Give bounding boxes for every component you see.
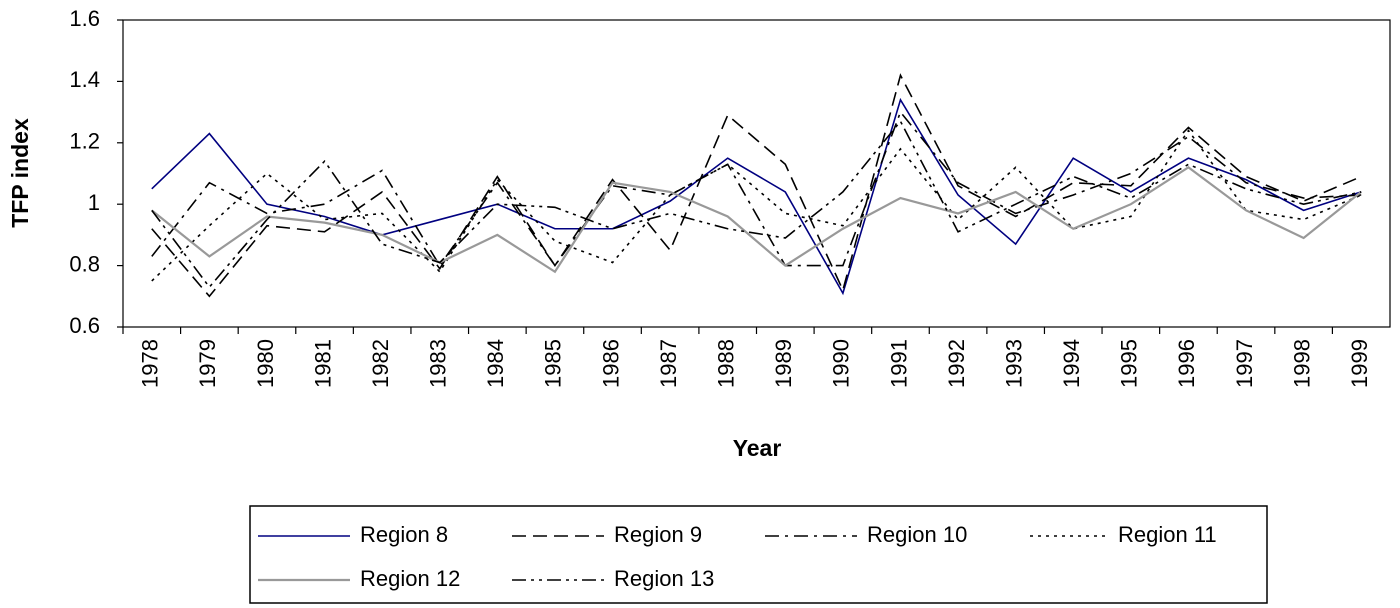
x-tick-label: 1978 [138, 339, 163, 388]
x-tick-label: 1995 [1117, 339, 1142, 388]
x-tick-label: 1985 [541, 339, 566, 388]
x-tick-label: 1984 [483, 339, 508, 388]
y-axis-title: TFP index [7, 118, 33, 228]
x-tick-label: 1988 [714, 339, 739, 388]
x-tick-label: 1997 [1232, 339, 1257, 388]
x-tick-label: 1999 [1347, 339, 1372, 388]
series-line [151, 119, 1362, 289]
series-line [151, 97, 1362, 296]
x-axis-title: Year [733, 435, 782, 461]
y-tick-label: 1.4 [69, 67, 100, 92]
x-tick-label: 1998 [1289, 339, 1314, 388]
legend-label: Region 11 [1118, 522, 1217, 547]
legend [249, 505, 1268, 604]
y-tick-label: 0.6 [69, 313, 100, 338]
legend-label: Region 12 [360, 566, 460, 591]
legend-label: Region 13 [614, 566, 714, 591]
x-tick-label: 1987 [656, 339, 681, 388]
x-tick-label: 1980 [253, 339, 278, 388]
x-tick-label: 1986 [598, 339, 623, 388]
x-tick-label: 1989 [771, 339, 796, 388]
legend-label: Region 10 [867, 522, 967, 547]
x-tick-label: 1982 [368, 339, 393, 388]
legend-label: Region 9 [614, 522, 702, 547]
y-tick-label: 0.8 [69, 251, 100, 276]
x-tick-label: 1994 [1059, 339, 1084, 388]
x-tick-label: 1981 [310, 339, 335, 388]
series-line [151, 110, 1362, 268]
x-tick-label: 1983 [426, 339, 451, 388]
x-tick-label: 1992 [944, 339, 969, 388]
series-line [151, 129, 1362, 282]
x-tick-label: 1979 [195, 339, 220, 388]
legend-label: Region 8 [360, 522, 448, 547]
y-tick-label: 1.6 [69, 6, 100, 31]
x-tick-label: 1993 [1001, 339, 1026, 388]
y-tick-label: 1 [88, 190, 100, 215]
y-tick-label: 1.2 [69, 129, 100, 154]
x-tick-label: 1996 [1174, 339, 1199, 388]
x-tick-label: 1991 [886, 339, 911, 388]
x-tick-label: 1990 [829, 339, 854, 388]
series-line [151, 166, 1362, 274]
series-line [151, 73, 1362, 298]
